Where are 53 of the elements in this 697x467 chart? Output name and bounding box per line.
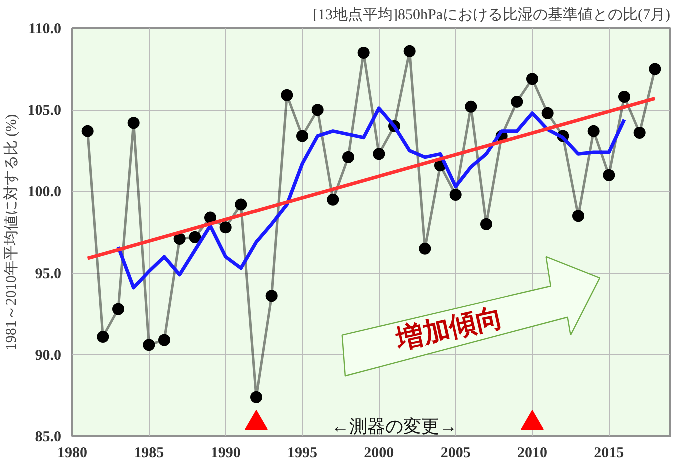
point — [204, 212, 216, 224]
point — [82, 125, 94, 138]
y-tick-label: 110.0 — [28, 22, 62, 38]
point — [572, 210, 584, 222]
point — [526, 73, 538, 86]
x-tick-label: 2000 — [364, 446, 394, 462]
point — [419, 242, 432, 255]
point — [603, 169, 616, 182]
point — [97, 330, 110, 343]
x-tick-label: 1990 — [210, 446, 241, 462]
y-tick-label: 85.0 — [35, 430, 62, 446]
point — [618, 91, 630, 104]
point — [327, 194, 340, 206]
point — [358, 46, 370, 59]
y-tick-label: 90.0 — [35, 348, 62, 364]
point — [174, 233, 186, 246]
point — [312, 104, 324, 116]
line-series — [116, 106, 626, 290]
point — [128, 117, 140, 130]
x-tick-label: 1995 — [288, 446, 318, 462]
point — [281, 89, 294, 102]
point — [480, 218, 492, 230]
chart-title: [13地点平均]850hPaにおける比湿の基準値との比(7月) — [313, 6, 671, 24]
y-tick-label: 105.0 — [28, 103, 62, 120]
y-tick-label: 100.0 — [28, 184, 62, 201]
x-tick-label: 2015 — [594, 446, 624, 462]
point — [296, 130, 308, 142]
point — [511, 96, 524, 108]
x-tick-label: 2010 — [518, 446, 548, 462]
y-tick-label: 95.0 — [35, 266, 62, 282]
point — [342, 151, 354, 164]
point — [112, 303, 124, 316]
annotation: 増加傾向 — [392, 302, 506, 356]
point — [220, 222, 232, 234]
x-tick-label: 1980 — [58, 446, 88, 462]
x-tick-label: 1985 — [134, 446, 164, 462]
point — [250, 391, 262, 404]
y-axis-title: 1981～2010年平均値に対する比 (%) — [2, 114, 20, 351]
point — [235, 198, 248, 211]
annotation: ←測器の変更→ — [332, 416, 458, 436]
point — [143, 339, 156, 352]
point — [649, 63, 662, 76]
point — [465, 100, 478, 113]
point — [634, 126, 646, 139]
point — [404, 45, 416, 58]
x-tick-label: 2005 — [440, 446, 471, 462]
point — [189, 231, 202, 244]
point — [588, 125, 600, 138]
point — [373, 148, 386, 160]
point — [450, 188, 462, 201]
point — [542, 107, 554, 120]
point — [158, 334, 170, 346]
point — [266, 290, 278, 302]
